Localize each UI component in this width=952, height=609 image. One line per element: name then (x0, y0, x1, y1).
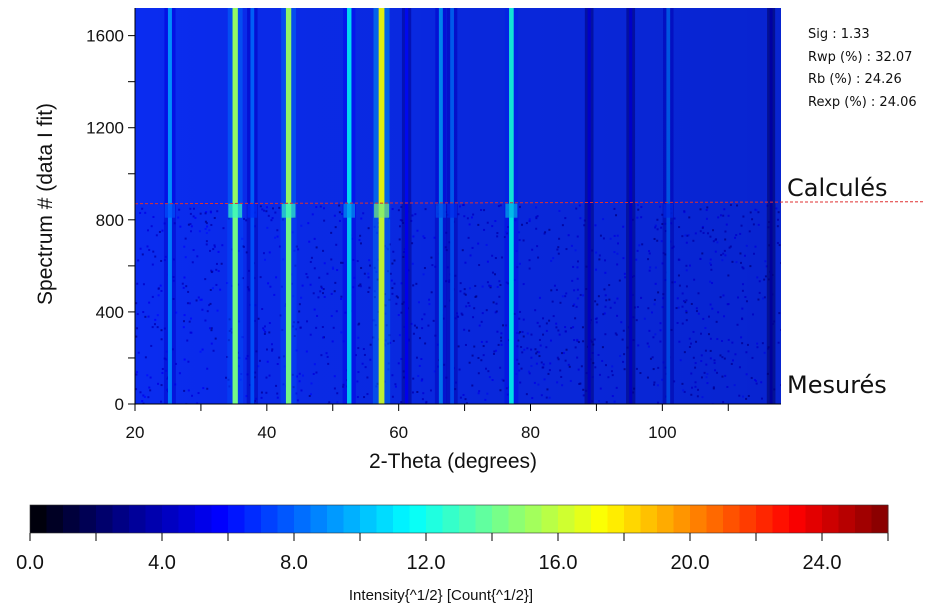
measured-label: Mesurés (787, 371, 887, 399)
colorbar-segment (327, 505, 344, 533)
colorbar-segment (508, 505, 526, 533)
sig-value: Sig : 1.33 (808, 27, 870, 42)
x-axis-ticks: 20 40 60 80 100 (126, 404, 729, 442)
colorbar-segment (244, 505, 262, 533)
colorbar-segment (343, 505, 361, 533)
colorbar-segment (426, 505, 443, 533)
colorbar-segment (96, 505, 113, 533)
colorbar-segment (607, 505, 625, 533)
colorbar-segment (178, 505, 196, 533)
fit-statistics: Sig : 1.33 Rwp (%) : 32.07 Rb (%) : 24.2… (808, 24, 917, 114)
plot-shading (135, 8, 781, 404)
colorbar-segment (756, 505, 773, 533)
colorbar-segment (294, 505, 311, 533)
colorbar-segment (673, 505, 691, 533)
x-tick-label: 40 (257, 423, 276, 442)
colorbar-segment (195, 505, 212, 533)
colorbar-segment (79, 505, 97, 533)
x-tick-label: 100 (648, 423, 676, 442)
x-tick-label: 80 (521, 423, 540, 442)
colorbar-segment (492, 505, 509, 533)
colorbar-segment (63, 505, 80, 533)
colorbar-segment (558, 505, 575, 533)
colorbar-segment (393, 505, 410, 533)
colorbar-segment (739, 505, 757, 533)
split-line (134, 201, 926, 205)
colorbar-segment (772, 505, 790, 533)
colorbar-segment (789, 505, 806, 533)
colorbar-segment (228, 505, 245, 533)
calculated-label: Calculés (787, 174, 888, 202)
colorbar-segment (706, 505, 724, 533)
y-axis-ticks: 0 400 800 1200 1600 (86, 27, 135, 414)
colorbar-segment (591, 505, 608, 533)
colorbar-segment (871, 505, 889, 533)
colorbar-tick-label: 4.0 (148, 552, 176, 574)
colorbar-segment (162, 505, 179, 533)
rb-value: Rb (%) : 24.26 (808, 72, 902, 87)
y-tick-label: 800 (96, 211, 124, 230)
plot-axes (134, 8, 781, 405)
colorbar-segment (277, 505, 295, 533)
y-tick-label: 1600 (86, 27, 124, 46)
rwp-value: Rwp (%) : 32.07 (808, 49, 913, 65)
colorbar-segment (46, 505, 64, 533)
colorbar-segment (442, 505, 460, 533)
colorbar-segment (409, 505, 427, 533)
colorbar-segment (525, 505, 542, 533)
colorbar-segment (475, 505, 493, 533)
colorbar-label: Intensity{^1/2} [Count{^1/2}] (349, 587, 533, 604)
colorbar-segment (310, 505, 328, 533)
colorbar-tick-label: 24.0 (803, 552, 842, 574)
x-tick-label: 60 (389, 423, 408, 442)
y-tick-label: 400 (96, 303, 124, 322)
colorbar-segment (261, 505, 278, 533)
colorbar-tick-label: 16.0 (539, 552, 578, 574)
y-tick-label: 1200 (86, 119, 124, 138)
colorbar-segment (855, 505, 872, 533)
colorbar-segment (805, 505, 823, 533)
colorbar-segment (657, 505, 674, 533)
colorbar-segment (360, 505, 377, 533)
y-axis-label: Spectrum # (data I fit) (34, 103, 57, 305)
colorbar-tick-label: 8.0 (280, 552, 308, 574)
colorbar-segment (211, 505, 229, 533)
colorbar-segment (838, 505, 856, 533)
colorbar-segment (145, 505, 163, 533)
colorbar-segment (376, 505, 394, 533)
colorbar-ticks: 0.0 4.0 8.0 12.0 16.0 20.0 24.0 (16, 533, 889, 574)
colorbar-segment (30, 505, 47, 533)
heatmap-plot (135, 8, 781, 404)
colorbar-segment (459, 505, 476, 533)
colorbar-frame (29, 504, 889, 534)
colorbar (29, 504, 889, 534)
colorbar-tick-label: 0.0 (16, 552, 44, 574)
colorbar-segment (723, 505, 740, 533)
x-axis-label: 2-Theta (degrees) (369, 450, 537, 473)
y-tick-label: 0 (115, 395, 124, 414)
colorbar-segment (574, 505, 592, 533)
colorbar-segment (640, 505, 658, 533)
colorbar-segment (541, 505, 559, 533)
colorbar-segment (112, 505, 130, 533)
colorbar-tick-label: 20.0 (671, 552, 710, 574)
colorbar-segment (624, 505, 641, 533)
colorbar-segment (690, 505, 707, 533)
x-tick-label: 20 (126, 423, 145, 442)
colorbar-tick-label: 12.0 (407, 552, 446, 574)
colorbar-segment (822, 505, 839, 533)
rexp-value: Rexp (%) : 24.06 (808, 94, 917, 110)
colorbar-segment (129, 505, 146, 533)
